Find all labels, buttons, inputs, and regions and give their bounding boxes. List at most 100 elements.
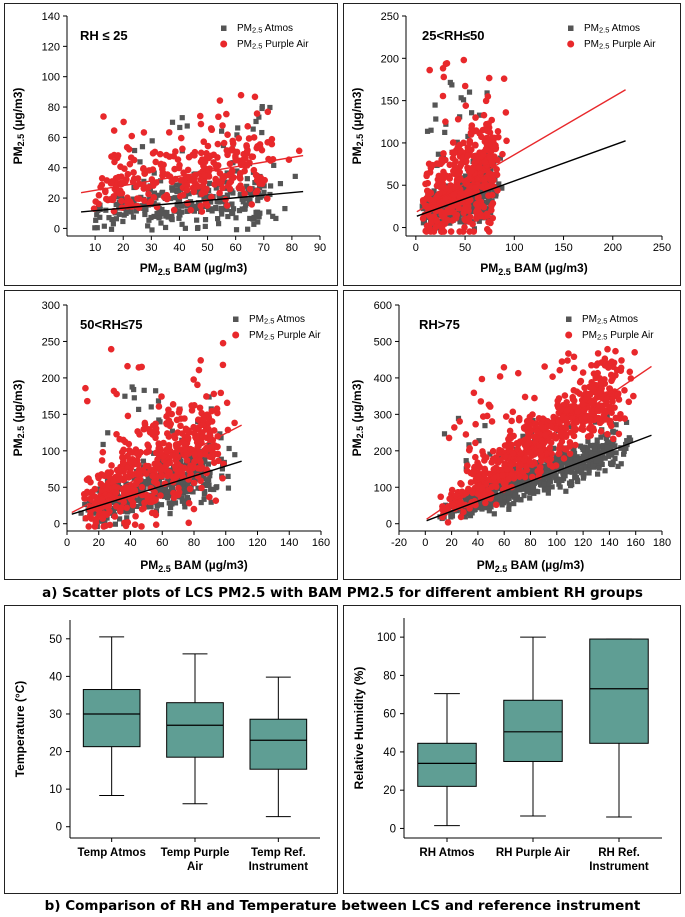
y-tick-label: 80: [48, 102, 60, 114]
purple-point: [82, 384, 89, 392]
purple-point: [621, 387, 628, 394]
purple-point: [440, 73, 448, 81]
purple-point: [200, 162, 207, 170]
atmos-point: [618, 445, 624, 451]
purple-point: [233, 149, 241, 156]
atmos-point: [169, 185, 175, 191]
atmos-point: [225, 213, 231, 220]
x-tick-label: 0: [64, 537, 70, 549]
purple-point: [245, 135, 253, 142]
purple-point: [232, 157, 239, 164]
atmos-point: [564, 469, 570, 475]
purple-point: [611, 404, 618, 411]
legend-label: PM2.5 Purple Air: [584, 39, 656, 51]
purple-point: [177, 415, 185, 422]
atmos-point: [623, 419, 630, 425]
purple-point: [145, 443, 152, 451]
atmos-point: [592, 451, 598, 457]
atmos-point: [148, 504, 154, 510]
purple-point: [500, 478, 507, 486]
x-tick-label: 80: [524, 537, 536, 549]
purple-point: [444, 216, 452, 224]
purple-point: [440, 150, 447, 157]
atmos-point: [457, 219, 463, 225]
atmos-point: [606, 453, 612, 459]
purple-point: [523, 441, 531, 449]
atmos-point: [457, 180, 463, 186]
y-axis-label: Temperature (°C): [13, 681, 27, 778]
purple-point: [187, 206, 195, 214]
box-iqr: [503, 699, 563, 762]
box-panel-humidity: 0 20 40 60 80 100 RH Atmos RH Purple Air RH Ref.…: [343, 605, 681, 894]
purple-point: [451, 202, 459, 209]
x-tick-label: 120: [574, 537, 592, 549]
atmos-point: [207, 473, 213, 479]
atmos-point: [624, 438, 630, 444]
atmos-point: [145, 476, 152, 482]
atmos-point: [476, 438, 482, 444]
purple-point: [492, 142, 499, 149]
atmos-point: [182, 504, 188, 510]
purple-point: [486, 154, 494, 161]
atmos-point: [251, 221, 257, 227]
purple-point: [99, 448, 107, 456]
atmos-point: [554, 466, 560, 472]
purple-point: [454, 115, 462, 123]
atmos-point: [559, 477, 565, 484]
purple-point: [216, 169, 224, 177]
atmos-point: [155, 192, 161, 198]
purple-point: [517, 461, 524, 468]
atmos-point: [615, 463, 621, 469]
purple-point: [134, 428, 141, 435]
atmos-point: [602, 468, 608, 474]
atmos-point: [216, 221, 222, 227]
atmos-point: [169, 501, 175, 507]
purple-point: [113, 390, 120, 398]
purple-point: [183, 457, 191, 464]
purple-point: [175, 488, 183, 496]
purple-point: [102, 522, 109, 530]
atmos-point: [497, 495, 503, 502]
x-tick-label: 150: [554, 242, 572, 254]
atmos-point: [219, 211, 225, 217]
atmos-point: [529, 469, 535, 475]
atmos-point: [97, 214, 103, 220]
y-tick-label: 40: [48, 163, 60, 175]
atmos-point: [598, 434, 604, 440]
atmos-point: [157, 487, 163, 493]
purple-point: [489, 214, 496, 222]
purple-point: [609, 363, 617, 371]
atmos-point: [592, 446, 598, 452]
purple-point: [189, 184, 197, 192]
atmos-point: [273, 215, 279, 222]
atmos-point: [179, 495, 185, 501]
purple-fit-line: [80, 154, 304, 194]
purple-point: [219, 174, 227, 182]
purple-point: [439, 92, 447, 100]
atmos-point: [169, 428, 175, 434]
purple-point: [180, 439, 188, 447]
purple-point: [125, 447, 133, 454]
atmos-point: [162, 224, 169, 231]
x-tick-label: 50: [201, 242, 213, 254]
x-tick-label: 140: [600, 537, 618, 549]
atmos-point: [506, 506, 512, 512]
purple-point: [140, 504, 147, 512]
purple-point: [148, 509, 156, 517]
atmos-point: [204, 480, 211, 487]
atmos-point: [155, 398, 162, 404]
purple-point: [128, 132, 136, 140]
purple-point: [158, 393, 165, 400]
purple-point: [618, 357, 625, 364]
y-tick-label: 100: [42, 446, 60, 458]
atmos-point: [255, 219, 261, 225]
purple-point: [444, 506, 452, 513]
purple-point: [625, 398, 633, 406]
purple-point: [211, 181, 218, 188]
atmos-point: [519, 485, 526, 491]
y-tick-label: 0: [386, 519, 392, 531]
purple-point: [445, 434, 453, 442]
purple-point: [564, 357, 571, 364]
atmos-point: [589, 453, 595, 460]
atmos-point: [194, 217, 200, 223]
